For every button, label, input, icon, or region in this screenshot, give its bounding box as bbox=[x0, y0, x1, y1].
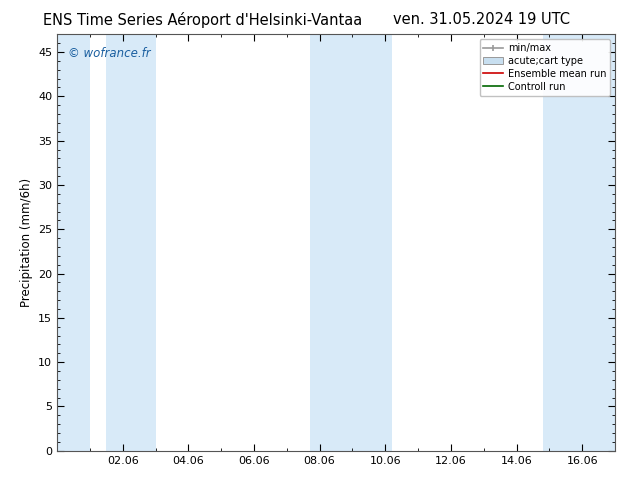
Bar bbox=[57, 34, 90, 451]
Text: ven. 31.05.2024 19 UTC: ven. 31.05.2024 19 UTC bbox=[393, 12, 571, 27]
Bar bbox=[107, 34, 155, 451]
Bar bbox=[543, 34, 615, 451]
Bar bbox=[310, 34, 392, 451]
Text: © wofrance.fr: © wofrance.fr bbox=[68, 47, 151, 60]
Y-axis label: Precipitation (mm/6h): Precipitation (mm/6h) bbox=[20, 178, 32, 307]
Text: ENS Time Series Aéroport d'Helsinki-Vantaa: ENS Time Series Aéroport d'Helsinki-Vant… bbox=[43, 12, 363, 28]
Legend: min/max, acute;cart type, Ensemble mean run, Controll run: min/max, acute;cart type, Ensemble mean … bbox=[479, 39, 610, 96]
